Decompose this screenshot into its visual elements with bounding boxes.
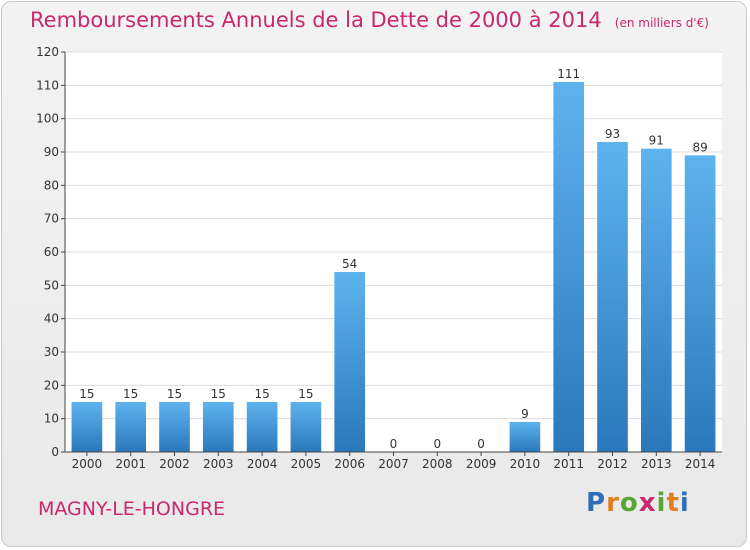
bar-2004 [246, 402, 278, 452]
y-tick-label: 120 [36, 45, 59, 59]
bar-2003 [202, 402, 234, 452]
value-label-2012: 93 [605, 127, 620, 141]
value-label-2001: 15 [123, 387, 138, 401]
y-tick-label: 80 [44, 178, 59, 192]
bar-layer [71, 82, 716, 453]
title-row: Remboursements Annuels de la Dette de 20… [30, 8, 709, 32]
y-tick-label: 110 [36, 78, 59, 92]
value-label-2009: 0 [477, 437, 485, 451]
x-tick-label-2004: 2004 [247, 457, 278, 471]
bar-2010 [509, 422, 541, 452]
bar-2012 [597, 142, 628, 452]
value-label-2011: 111 [557, 67, 580, 81]
value-label-2010: 9 [521, 407, 529, 421]
bar-2013 [640, 148, 672, 452]
bar-2005 [290, 402, 322, 452]
x-tick-label-2014: 2014 [685, 457, 716, 471]
x-tick-label-2003: 2003 [203, 457, 234, 471]
y-tick-label: 40 [44, 312, 59, 326]
y-tick-label: 100 [36, 112, 59, 126]
logo-letter: r [606, 488, 620, 518]
bar-2011 [553, 82, 585, 452]
x-tick-label-2013: 2013 [641, 457, 672, 471]
y-tick-label: 20 [44, 378, 59, 392]
bar-2001 [115, 402, 147, 452]
bar-2002 [159, 402, 190, 452]
x-tick-label-2012: 2012 [597, 457, 628, 471]
logo-letter: P [586, 488, 607, 518]
x-tick-label-2005: 2005 [291, 457, 322, 471]
x-tick-label-2009: 2009 [466, 457, 497, 471]
logo-letter: i [656, 488, 667, 518]
y-tick-label: 10 [44, 412, 59, 426]
y-tick-label: 70 [44, 212, 59, 226]
x-tick-label-2006: 2006 [334, 457, 365, 471]
chart-title: Remboursements Annuels de la Dette de 20… [30, 8, 602, 32]
logo-letter: o [619, 488, 639, 518]
value-label-2014: 89 [692, 140, 707, 154]
x-tick-label-2007: 2007 [378, 457, 409, 471]
value-label-2005: 15 [298, 387, 313, 401]
value-label-2004: 15 [254, 387, 269, 401]
x-tick-label-2008: 2008 [422, 457, 453, 471]
value-label-2002: 15 [167, 387, 182, 401]
y-tick-label: 90 [44, 145, 59, 159]
chart-subtitle: (en milliers d'€) [614, 16, 709, 30]
axis-layer: 0102030405060708090100110120152000152001… [36, 45, 722, 471]
value-label-2003: 15 [211, 387, 226, 401]
x-tick-label-2002: 2002 [159, 457, 190, 471]
value-label-2000: 15 [79, 387, 94, 401]
value-label-2006: 54 [342, 257, 357, 271]
logo-letter: t [666, 488, 680, 518]
proxiti-logo[interactable]: Proxiti [586, 488, 690, 518]
y-tick-label: 0 [51, 445, 59, 459]
bar-2000 [71, 402, 103, 452]
value-label-2008: 0 [433, 437, 441, 451]
x-tick-label-2011: 2011 [553, 457, 584, 471]
value-label-2013: 91 [649, 134, 664, 148]
bar-2014 [684, 155, 716, 453]
y-tick-label: 60 [44, 245, 59, 259]
logo-letter: x [638, 488, 657, 518]
x-tick-label-2000: 2000 [72, 457, 103, 471]
commune-name: MAGNY-LE-HONGRE [38, 498, 226, 520]
y-tick-label: 30 [44, 345, 59, 359]
y-tick-label: 50 [44, 278, 59, 292]
value-label-2007: 0 [390, 437, 398, 451]
x-tick-label-2001: 2001 [115, 457, 146, 471]
x-tick-label-2010: 2010 [510, 457, 541, 471]
logo-letter: i [679, 488, 690, 518]
bar-2006 [334, 272, 366, 452]
